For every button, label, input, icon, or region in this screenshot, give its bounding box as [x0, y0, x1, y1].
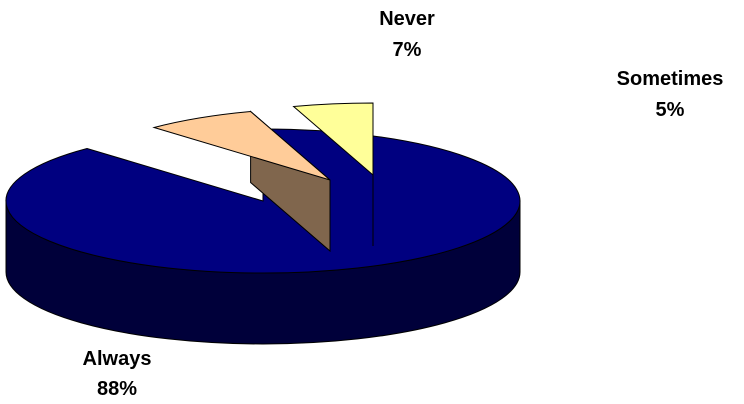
label-sometimes: Sometimes	[617, 68, 724, 90]
slice-never	[152, 110, 331, 181]
slice-sometimes	[292, 102, 374, 177]
label-always: Always	[83, 348, 152, 370]
value-always: 88%	[97, 378, 137, 400]
value-sometimes: 5%	[656, 99, 685, 121]
slice-never-group	[152, 110, 331, 253]
label-never: Never	[379, 8, 435, 30]
slice-sometimes-group	[292, 102, 374, 246]
slice-always-group	[5, 128, 521, 345]
value-never: 7%	[393, 39, 422, 61]
slice-always	[5, 128, 521, 274]
